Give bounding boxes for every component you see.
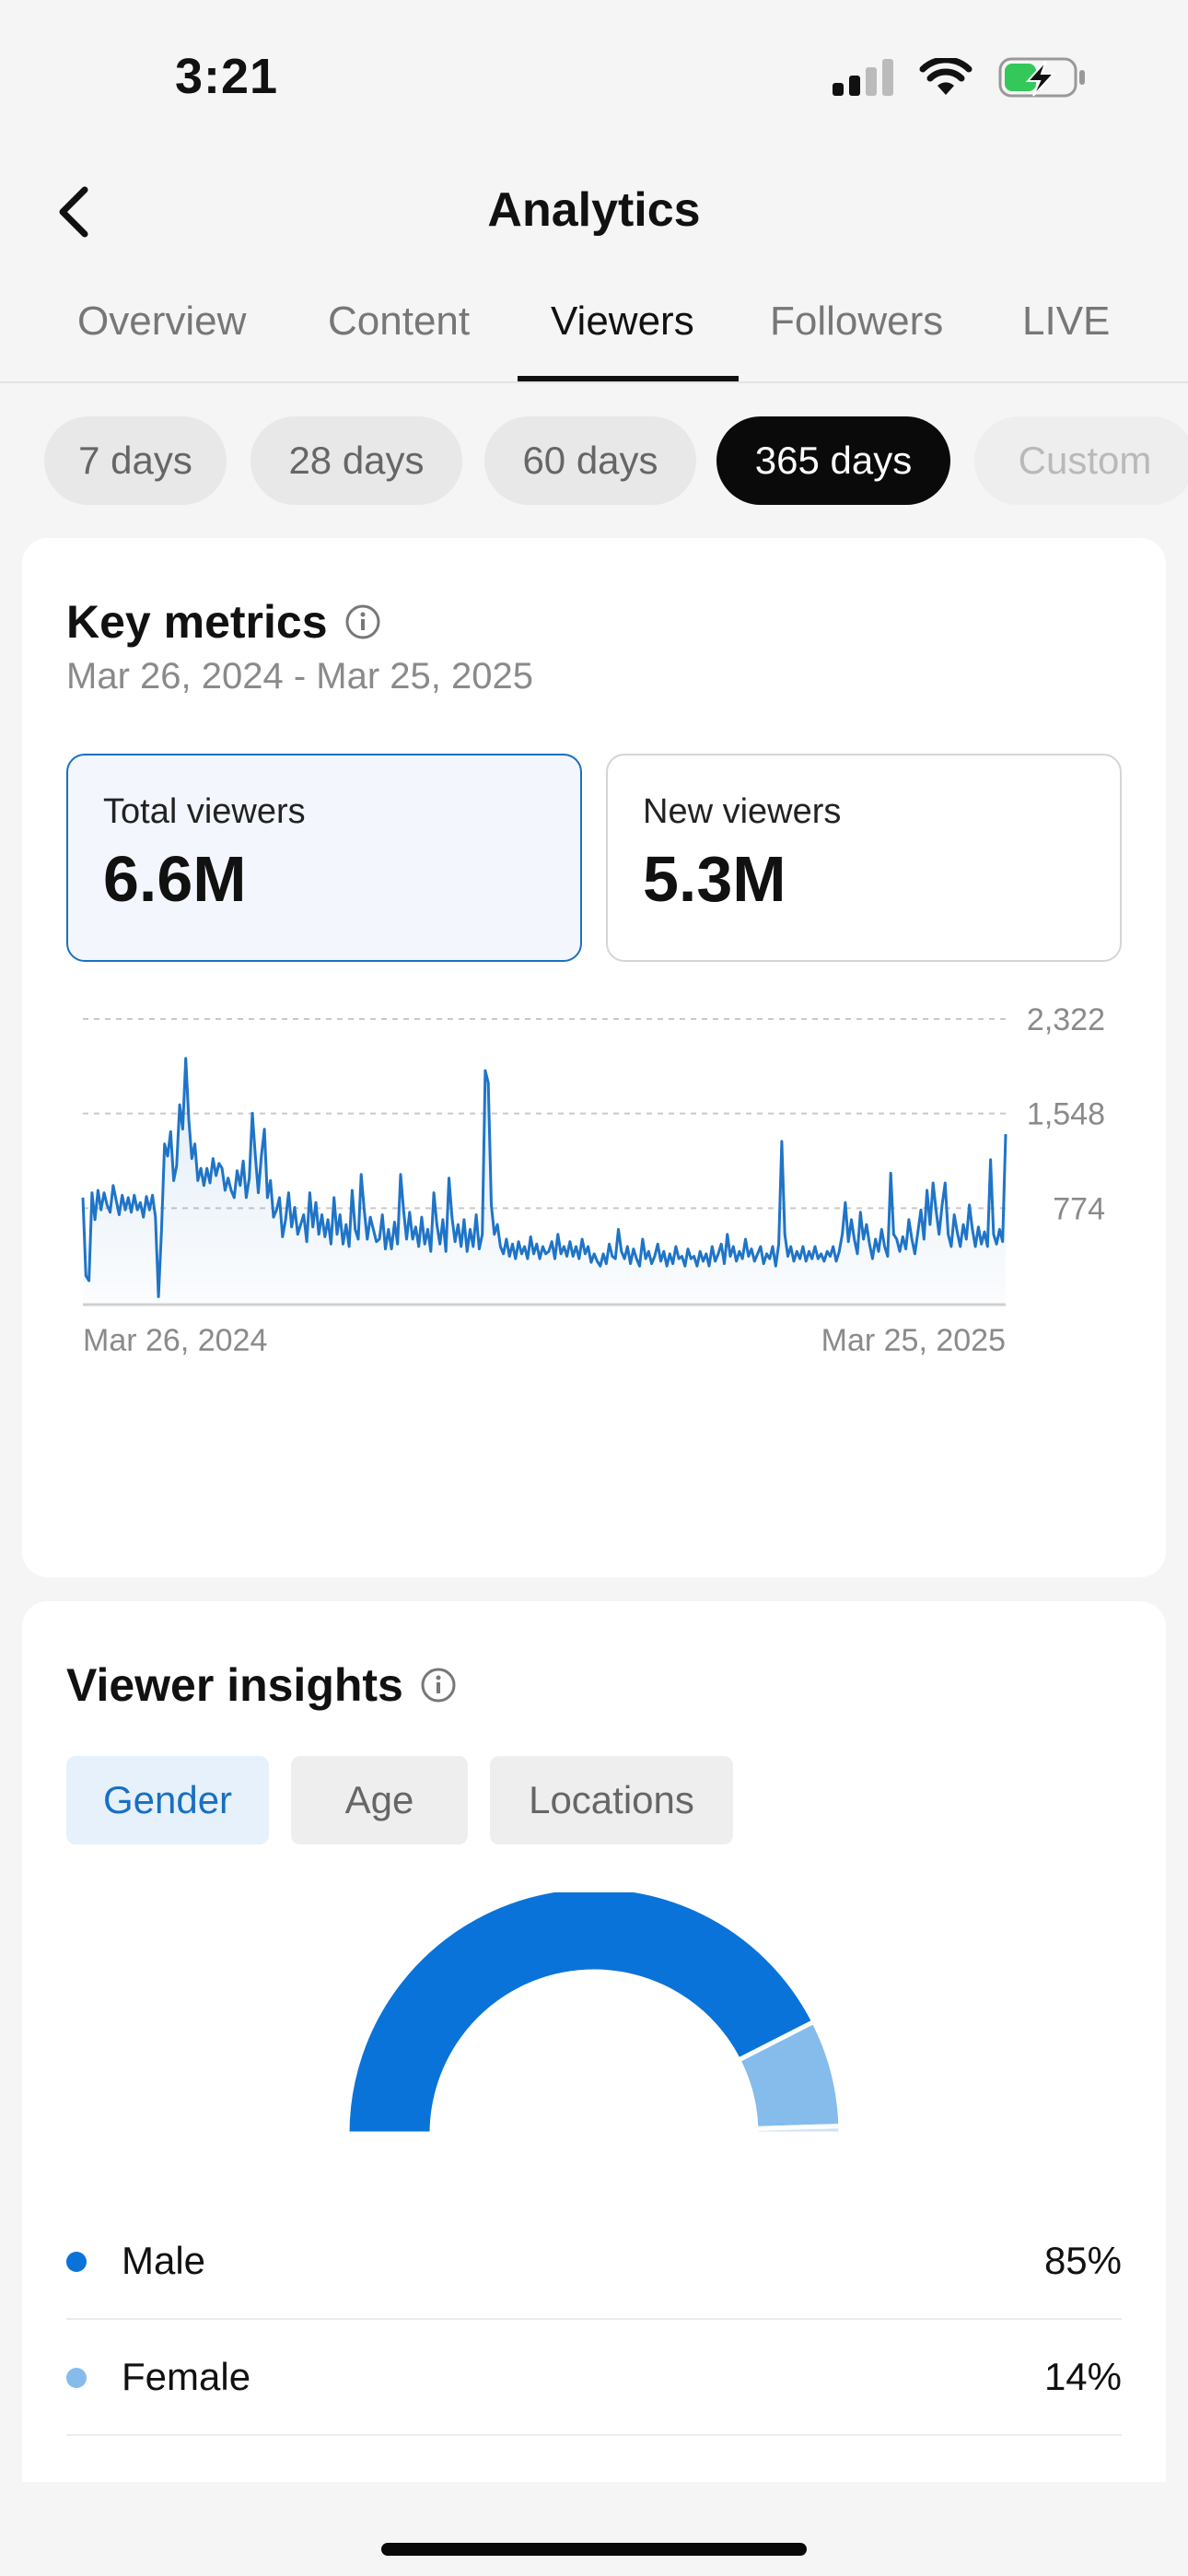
- new-viewers-label: New viewers: [643, 792, 842, 831]
- info-icon[interactable]: [420, 1667, 457, 1704]
- series-area: [83, 1058, 1006, 1303]
- period-60-days[interactable]: 60 days: [484, 416, 696, 505]
- key-metrics-title: Key metrics: [66, 596, 328, 648]
- tab-content[interactable]: Content: [328, 299, 471, 344]
- info-icon[interactable]: [344, 603, 381, 640]
- home-indicator[interactable]: [381, 2543, 807, 2556]
- key-metrics-heading: Key metrics: [66, 595, 381, 649]
- home-bar-area: [0, 2482, 1188, 2576]
- tab-live[interactable]: LIVE: [1022, 299, 1111, 344]
- legend-dot-male: [66, 2252, 87, 2272]
- new-viewers-value: 5.3M: [643, 843, 786, 915]
- total-viewers-label: Total viewers: [103, 792, 306, 831]
- page-title: Analytics: [487, 183, 701, 237]
- period-selector: 7 days 28 days 60 days 365 days Custom: [44, 416, 1188, 505]
- y-tick-label: 1,548: [1027, 1097, 1105, 1132]
- total-viewers-card[interactable]: Total viewers 6.6M: [66, 754, 582, 962]
- insights-tab-locations[interactable]: Locations: [490, 1756, 733, 1844]
- active-tab-indicator: [518, 376, 739, 381]
- status-icons: [833, 57, 1087, 98]
- viewers-line-chart: 774 1,548 2,322 Mar 26, 2024 Mar 25, 2025: [81, 1002, 1105, 1358]
- status-bar: 3:21: [0, 0, 1188, 157]
- back-button[interactable]: [37, 175, 111, 249]
- tab-viewers[interactable]: Viewers: [551, 299, 694, 344]
- tab-overview[interactable]: Overview: [77, 299, 247, 344]
- cellular-signal-icon: [833, 59, 893, 96]
- wifi-icon: [919, 58, 973, 95]
- legend-row-male: Male 85%: [66, 2204, 1122, 2320]
- period-28-days[interactable]: 28 days: [250, 416, 462, 505]
- gauge-segment-other: [753, 2124, 844, 2137]
- legend-row-female: Female 14%: [66, 2320, 1122, 2436]
- period-7-days[interactable]: 7 days: [44, 416, 227, 505]
- series-line: [81, 1057, 1007, 1298]
- status-time: 3:21: [175, 49, 279, 104]
- viewer-insights-card: Viewer insights Gender Age Locations Mal…: [22, 1601, 1166, 2576]
- insights-tab-gender[interactable]: Gender: [66, 1756, 269, 1844]
- battery-charging-icon: [998, 57, 1085, 98]
- viewer-insights-heading: Viewer insights: [66, 1658, 457, 1712]
- new-viewers-card[interactable]: New viewers 5.3M: [606, 754, 1122, 962]
- legend-pct-male: 85%: [1043, 2239, 1122, 2282]
- gender-gauge-chart: [344, 1892, 844, 2137]
- key-metrics-card: Key metrics Mar 26, 2024 - Mar 25, 2025 …: [22, 538, 1166, 1577]
- gauge-segment-male: [344, 1892, 818, 2137]
- legend-dot-female: [66, 2368, 87, 2388]
- date-range: Mar 26, 2024 - Mar 25, 2025: [66, 656, 533, 697]
- legend-pct-female: 14%: [1043, 2355, 1122, 2398]
- y-tick-label: 774: [1053, 1191, 1105, 1226]
- legend-label-female: Female: [122, 2355, 251, 2398]
- tab-followers[interactable]: Followers: [770, 299, 944, 344]
- viewer-insights-title: Viewer insights: [66, 1659, 403, 1711]
- analytics-tabs: Overview Content Viewers Followers LIVE: [0, 276, 1188, 383]
- total-viewers-value: 6.6M: [103, 843, 247, 915]
- legend-label-male: Male: [122, 2239, 206, 2282]
- period-365-days[interactable]: 365 days: [716, 416, 950, 505]
- chevron-left-icon: [59, 186, 88, 238]
- header: Analytics: [0, 157, 1188, 267]
- x-tick-label-start: Mar 26, 2024: [83, 1323, 267, 1358]
- period-custom[interactable]: Custom: [974, 416, 1188, 505]
- insights-tab-age[interactable]: Age: [291, 1756, 468, 1844]
- y-tick-label: 2,322: [1027, 1002, 1105, 1037]
- x-tick-label-end: Mar 25, 2025: [821, 1323, 1006, 1358]
